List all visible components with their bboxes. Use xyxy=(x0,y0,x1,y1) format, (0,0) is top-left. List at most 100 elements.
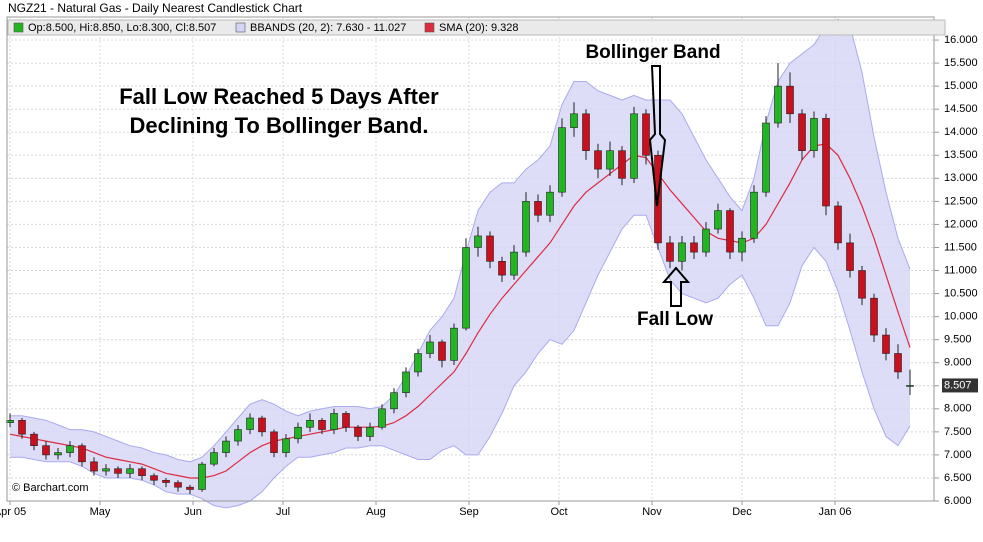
y-tick-label: 15.000 xyxy=(944,80,978,92)
candle-body xyxy=(570,113,578,128)
legend: Op:8.500, Hi:8.850, Lo:8.300, Cl:8.507 BB… xyxy=(13,22,519,34)
candle-body xyxy=(42,445,50,456)
legend-swatch xyxy=(13,22,24,33)
candle-body xyxy=(834,205,842,244)
x-tick-label: Apr 05 xyxy=(0,506,26,518)
candle-body xyxy=(282,438,290,453)
candle-body xyxy=(354,426,362,437)
candle-body xyxy=(846,242,854,271)
candle-body xyxy=(690,242,698,253)
y-tick-label: 10.000 xyxy=(944,311,978,323)
candle-body xyxy=(522,201,530,253)
y-tick-label: 14.500 xyxy=(944,103,978,115)
candle-body xyxy=(294,426,302,440)
sma-line xyxy=(9,143,911,479)
candle-body xyxy=(126,468,134,474)
candle-body xyxy=(162,479,170,483)
arrow xyxy=(648,65,667,207)
candle-body xyxy=(582,113,590,151)
candle-body xyxy=(390,392,398,410)
x-tick-label: Jan 06 xyxy=(818,506,851,518)
y-tick-label: 13.000 xyxy=(944,172,978,184)
candle-body xyxy=(342,413,350,428)
candle-body xyxy=(726,210,734,253)
candle-body xyxy=(558,127,566,193)
plot-area xyxy=(6,17,934,509)
y-tick-label: 14.000 xyxy=(944,126,978,138)
band-area xyxy=(10,19,910,508)
candle-body xyxy=(474,235,482,248)
candle-body xyxy=(246,417,254,430)
watermark: © Barchart.com xyxy=(12,482,89,494)
annotation: Bollinger Band xyxy=(585,42,720,63)
x-tick-label: May xyxy=(90,506,111,518)
candle-body xyxy=(414,353,422,373)
candle-body xyxy=(438,341,446,361)
last-price-label: 8.507 xyxy=(944,379,972,391)
legend-swatch xyxy=(424,22,435,33)
candle-body xyxy=(510,251,518,276)
candle-body xyxy=(450,327,458,361)
candle-body xyxy=(138,468,146,476)
y-tick-label: 9.000 xyxy=(944,357,972,369)
candle-body xyxy=(774,85,782,124)
candle-body xyxy=(234,429,242,442)
candle-body xyxy=(810,118,818,151)
candle-body xyxy=(54,452,62,456)
candle-body xyxy=(714,210,722,230)
annotation: Fall Low xyxy=(637,309,713,330)
candle-body xyxy=(762,122,770,193)
y-tick-label: 9.500 xyxy=(944,334,972,346)
candle-body xyxy=(498,261,506,276)
candle-body xyxy=(306,420,314,428)
candle-body xyxy=(894,353,902,373)
candle-body xyxy=(174,482,182,488)
x-tick-label: Aug xyxy=(366,506,386,518)
candle-body xyxy=(258,417,266,433)
candle-body xyxy=(618,150,626,179)
candle-body xyxy=(30,433,38,446)
last-price-box xyxy=(942,378,978,393)
y-tick-label: 8.000 xyxy=(944,403,972,415)
candle-body xyxy=(486,235,494,262)
y-tick-label: 12.000 xyxy=(944,218,978,230)
candle-body xyxy=(666,242,674,262)
y-tick-label: 12.500 xyxy=(944,195,978,207)
y-tick-label: 11.500 xyxy=(944,241,977,253)
plot-frame xyxy=(6,16,935,502)
candle-body xyxy=(642,113,650,156)
y-tick-label: 13.500 xyxy=(944,149,978,161)
candle-body xyxy=(858,270,866,299)
legend-label: BBANDS (20, 2): 7.630 - 11.027 xyxy=(250,22,406,34)
candle-body xyxy=(66,445,74,453)
candle-body xyxy=(210,452,218,465)
x-tick-label: Nov xyxy=(642,506,662,518)
candle-body xyxy=(750,191,758,239)
annotation: Fall Low Reached 5 Days After xyxy=(119,84,439,109)
x-tick-label: Jun xyxy=(184,506,202,518)
candle-body xyxy=(594,150,602,170)
candle-body xyxy=(150,475,158,481)
candle-body xyxy=(738,237,746,253)
candle-body xyxy=(78,445,86,463)
x-tick-label: Oct xyxy=(550,506,567,518)
candle-body xyxy=(222,440,230,453)
candle-body xyxy=(798,113,806,151)
x-tick-label: Sep xyxy=(459,506,479,518)
band-upper xyxy=(10,18,911,463)
candle-body xyxy=(462,247,470,329)
y-tick-label: 6.000 xyxy=(944,495,972,507)
candle-body xyxy=(606,150,614,170)
candle-body xyxy=(678,242,686,262)
candle-body xyxy=(6,420,14,423)
candle-body xyxy=(870,297,878,336)
candle-body xyxy=(186,486,194,490)
candle-body xyxy=(786,85,794,115)
legend-label: Op:8.500, Hi:8.850, Lo:8.300, Cl:8.507 xyxy=(28,22,216,34)
candle-body xyxy=(102,468,110,472)
legend-swatch xyxy=(235,22,246,33)
candle-body xyxy=(18,420,26,435)
y-tick-label: 10.500 xyxy=(944,287,978,299)
candle-body xyxy=(330,413,338,430)
candle-body xyxy=(882,334,890,354)
